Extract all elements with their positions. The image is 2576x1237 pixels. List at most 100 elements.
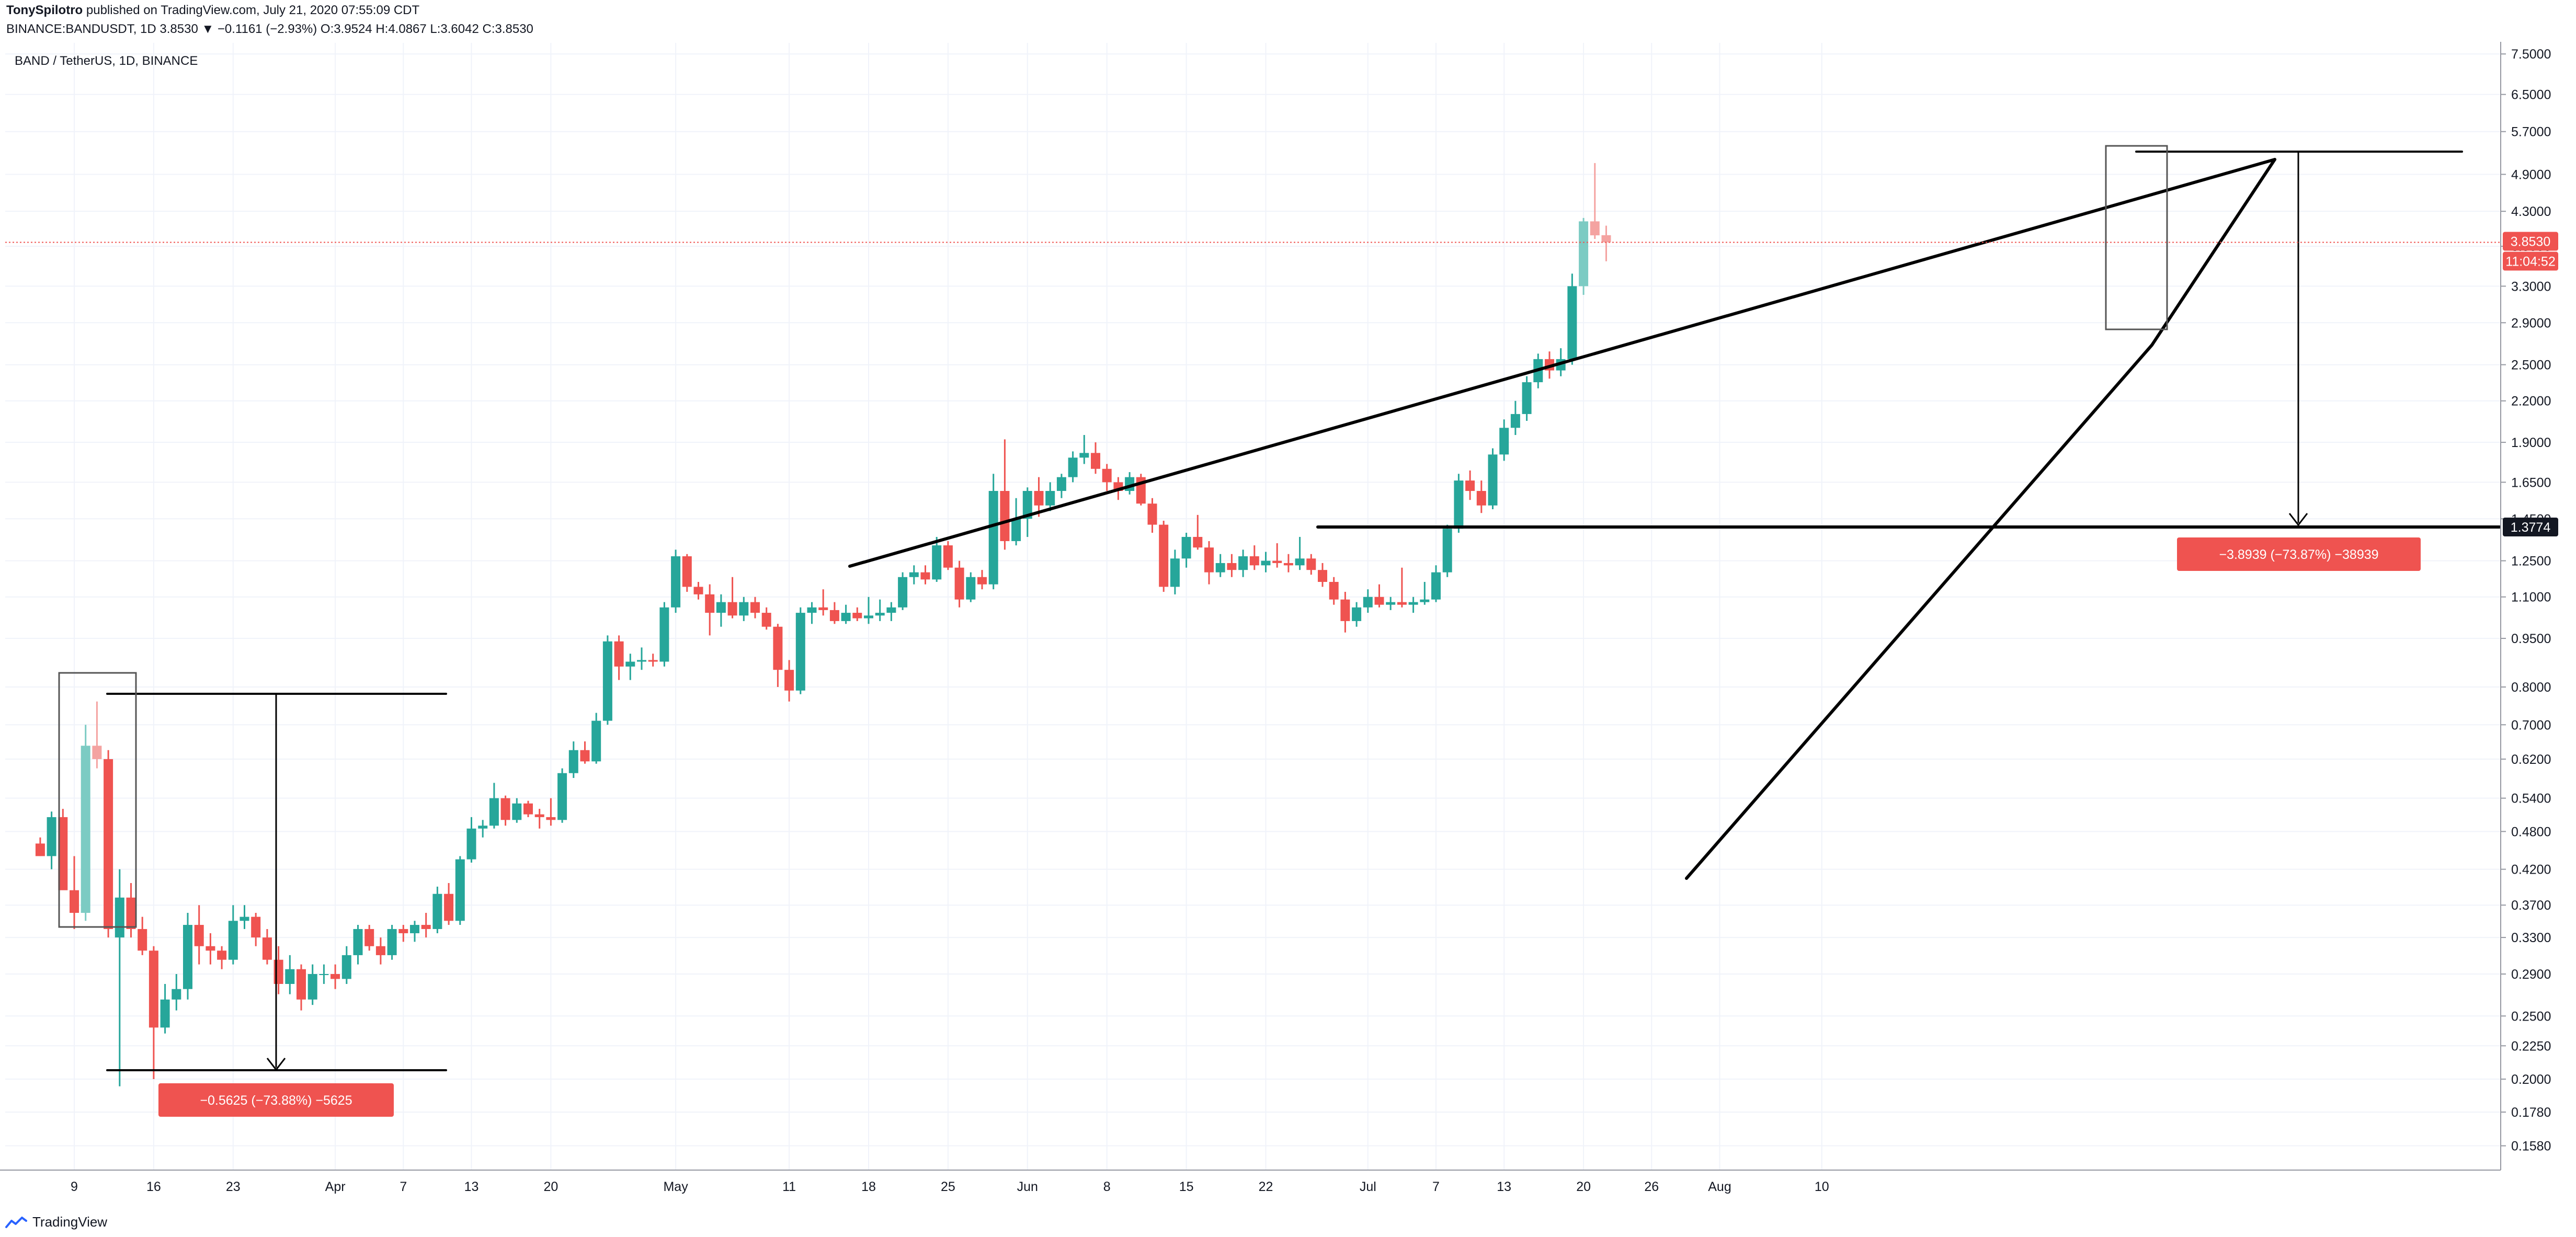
wedge-resistance-line bbox=[848, 158, 2276, 568]
candle bbox=[1159, 521, 1169, 592]
candle bbox=[285, 955, 295, 994]
candle-body bbox=[818, 607, 828, 610]
candle bbox=[353, 925, 363, 965]
price-tick-label: 0.9500 bbox=[2511, 632, 2551, 646]
candle bbox=[1306, 554, 1316, 575]
candle-body bbox=[966, 577, 976, 600]
candle bbox=[795, 607, 805, 694]
candle-body bbox=[1079, 453, 1089, 458]
candle bbox=[70, 856, 79, 929]
candle bbox=[1034, 477, 1044, 517]
candle bbox=[1329, 577, 1339, 605]
candle-body bbox=[909, 572, 919, 577]
candle-body bbox=[466, 828, 476, 860]
candle-body bbox=[47, 817, 56, 856]
price-tick-label: 4.3000 bbox=[2511, 204, 2551, 219]
candle bbox=[954, 560, 964, 608]
chart-background bbox=[0, 42, 2576, 1211]
candle-body bbox=[126, 897, 136, 929]
time-tick-label: May bbox=[663, 1179, 688, 1194]
candle bbox=[1499, 419, 1509, 461]
candle bbox=[1102, 464, 1112, 491]
candle-body bbox=[1454, 480, 1464, 529]
candle bbox=[625, 654, 635, 680]
publish-info: TonySpilotro published on TradingView.co… bbox=[6, 3, 419, 18]
candle-body bbox=[920, 572, 930, 580]
candle bbox=[818, 589, 828, 616]
candle bbox=[546, 798, 556, 826]
candle-body bbox=[1091, 453, 1100, 469]
candle-body bbox=[1102, 468, 1112, 483]
chart-title: BAND / TetherUS, 1D, BINANCE bbox=[15, 54, 198, 68]
candle bbox=[1397, 567, 1407, 608]
candle-body bbox=[1238, 556, 1248, 570]
candle-body bbox=[1306, 558, 1316, 570]
candle bbox=[750, 597, 760, 618]
candle bbox=[1045, 482, 1055, 511]
candle bbox=[534, 809, 544, 829]
wedge-support-line bbox=[1685, 343, 2153, 880]
candle-body bbox=[35, 843, 45, 856]
tradingview-logo[interactable]: TradingView bbox=[5, 1214, 107, 1230]
candle-body bbox=[1204, 547, 1214, 572]
measure-arrow-head bbox=[2288, 513, 2308, 526]
candle bbox=[1454, 474, 1464, 533]
candle bbox=[410, 921, 419, 942]
time-tick-label: 23 bbox=[226, 1179, 241, 1194]
candle bbox=[591, 713, 601, 764]
publish-date: published on TradingView.com, July 21, 2… bbox=[86, 3, 420, 17]
candle-body bbox=[671, 556, 681, 608]
candle bbox=[932, 536, 942, 582]
candle-body bbox=[829, 610, 839, 621]
price-tick-label: 0.4800 bbox=[2511, 824, 2551, 839]
candle bbox=[1136, 474, 1146, 506]
time-tick-label: 13 bbox=[1497, 1179, 1511, 1194]
author-name[interactable]: TonySpilotro bbox=[6, 3, 83, 17]
candle-body bbox=[1397, 602, 1407, 605]
price-tick-label: 0.3700 bbox=[2511, 898, 2551, 913]
candle-body bbox=[1420, 599, 1430, 602]
time-axis[interactable]: 9 16 23 Apr 7 13 20 May 11 18 25 Jun 8 15 22 Jul 7 13 20 26… bbox=[0, 1170, 2501, 1194]
candle-body bbox=[115, 897, 124, 938]
price-tick-label: 2.9000 bbox=[2511, 316, 2551, 330]
price-tick-label: 7.5000 bbox=[2511, 47, 2551, 62]
candle-body bbox=[1227, 563, 1237, 570]
candle-body bbox=[228, 921, 238, 960]
candle-body bbox=[285, 969, 295, 984]
candle-body bbox=[217, 950, 227, 960]
candle bbox=[614, 635, 624, 680]
candle-body bbox=[659, 607, 669, 662]
candle bbox=[1204, 541, 1214, 585]
price-tick-label: 0.1780 bbox=[2511, 1105, 2551, 1120]
candle bbox=[466, 817, 476, 863]
candle bbox=[319, 964, 329, 984]
candle bbox=[297, 964, 306, 1011]
price-axis[interactable]: 0.1580 0.1780 0.2000 0.2250 0.2500 0.2900 0.33… bbox=[2500, 42, 2551, 1170]
candle bbox=[1567, 273, 1577, 365]
candle bbox=[977, 570, 987, 590]
candle bbox=[829, 602, 839, 624]
time-tick-label: 7 bbox=[400, 1179, 407, 1194]
price-tick-label: 1.2500 bbox=[2511, 554, 2551, 569]
candle-body bbox=[1045, 491, 1055, 506]
candle-body bbox=[602, 641, 612, 721]
candle bbox=[489, 783, 499, 829]
candle-body bbox=[1318, 570, 1327, 582]
candle bbox=[1068, 451, 1078, 483]
candle-body bbox=[1431, 572, 1441, 600]
candle-body bbox=[172, 989, 181, 1000]
candle-body bbox=[194, 925, 204, 946]
candle bbox=[637, 647, 646, 670]
candle-body bbox=[81, 746, 90, 913]
candle bbox=[886, 602, 896, 621]
time-tick-label: 11 bbox=[782, 1179, 796, 1194]
candle bbox=[1000, 439, 1010, 550]
time-tick-label: 10 bbox=[1815, 1179, 1829, 1194]
time-tick-label: Jul bbox=[1360, 1179, 1376, 1194]
time-tick-label: 8 bbox=[1103, 1179, 1111, 1194]
candle bbox=[1420, 582, 1430, 605]
candle bbox=[126, 883, 136, 938]
candle bbox=[966, 572, 976, 602]
candle-body bbox=[1249, 556, 1259, 566]
